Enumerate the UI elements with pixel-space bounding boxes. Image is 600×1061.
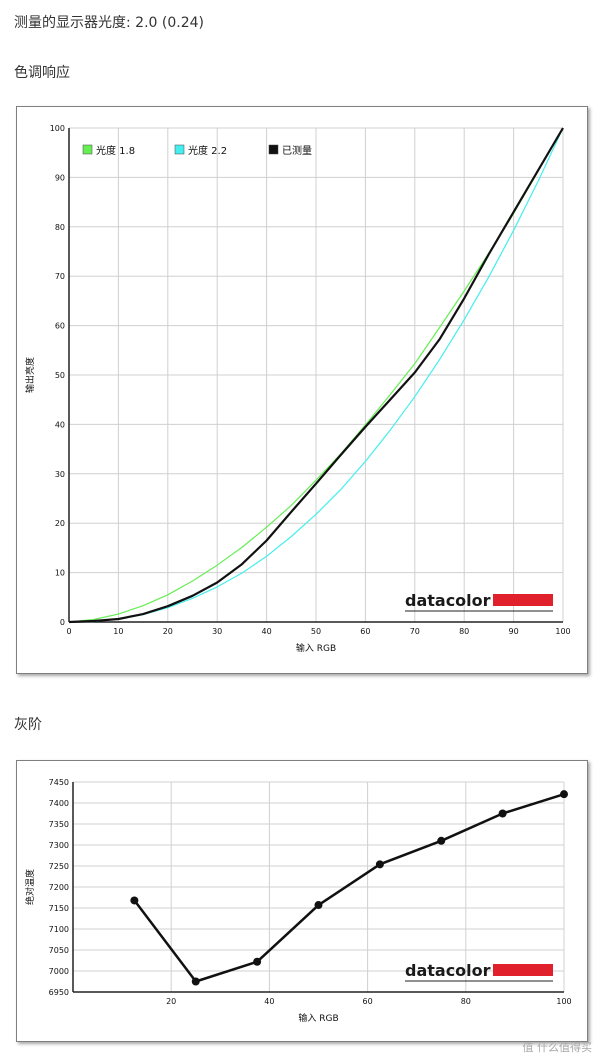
legend-label: 已测量 xyxy=(282,144,312,157)
x-tick-label: 50 xyxy=(311,627,321,636)
y-tick-label: 6950 xyxy=(49,988,69,997)
y-tick-label: 7250 xyxy=(49,862,69,871)
datacolor-logo-bar xyxy=(493,964,553,976)
data-point xyxy=(314,901,323,910)
y-tick-label: 20 xyxy=(55,519,65,528)
x-tick-label: 70 xyxy=(410,627,420,636)
y-tick-label: 7400 xyxy=(49,799,69,808)
datacolor-logo-bar xyxy=(493,594,553,606)
data-point xyxy=(375,860,384,869)
grayscale-panel: 20 40 60 80 100 6950 7000 7050 7100 7150 7200 7250 7… xyxy=(16,760,588,1042)
legend-label: 光度 2.2 xyxy=(188,144,227,157)
grayscale-chart: 20 40 60 80 100 6950 7000 7050 7100 7150 7200 7250 7… xyxy=(24,778,572,1024)
gamma-heading: 测量的显示器光度: 2.0 (0.24) xyxy=(14,15,204,31)
x-tick-label: 40 xyxy=(262,627,272,636)
data-point xyxy=(437,836,446,845)
y-tick-label: 7300 xyxy=(49,841,69,850)
x-tick-label: 10 xyxy=(113,627,123,636)
x-tick-label: 20 xyxy=(163,627,173,636)
legend-label: 光度 1.8 xyxy=(96,144,135,157)
y-tick-label: 7150 xyxy=(49,904,69,913)
y-tick-label: 30 xyxy=(55,470,65,479)
y-tick-label: 60 xyxy=(55,322,65,331)
y-tick-label: 7200 xyxy=(49,883,69,892)
datacolor-logo-text: datacolor xyxy=(405,961,491,980)
series-line xyxy=(68,127,564,623)
x-axis-title: 输入 RGB xyxy=(296,642,336,654)
grayscale-heading: 灰阶 xyxy=(14,717,42,733)
x-tick-label: 80 xyxy=(461,997,471,1006)
data-point xyxy=(560,790,568,799)
y-tick-label: 100 xyxy=(50,124,65,133)
y-tick-label: 80 xyxy=(55,223,65,232)
data-point xyxy=(498,809,507,818)
y-tick-label: 7000 xyxy=(49,967,69,976)
x-tick-label: 100 xyxy=(556,997,571,1006)
data-point xyxy=(130,896,139,905)
x-tick-label: 40 xyxy=(264,997,274,1006)
x-tick-label: 90 xyxy=(509,627,519,636)
datacolor-logo-text: datacolor xyxy=(405,591,491,610)
x-tick-label: 30 xyxy=(212,627,222,636)
y-tick-label: 7100 xyxy=(49,925,69,934)
x-axis-title: 输入 RGB xyxy=(298,1012,338,1024)
legend-swatch xyxy=(82,144,93,155)
series-line xyxy=(68,127,564,624)
x-tick-label: 0 xyxy=(66,627,71,636)
y-tick-label: 90 xyxy=(55,173,65,182)
y-tick-label: 70 xyxy=(55,272,65,281)
x-tick-label: 60 xyxy=(363,997,373,1006)
series-line xyxy=(133,793,565,983)
x-tick-label: 20 xyxy=(166,997,176,1006)
watermark: 值 什么值得买 xyxy=(522,1041,593,1054)
data-point xyxy=(191,977,200,986)
y-axis-title: 绝对温度 xyxy=(24,869,36,905)
y-axis-title: 输出亮度 xyxy=(24,357,36,393)
y-tick-label: 40 xyxy=(55,420,65,429)
y-tick-label: 7450 xyxy=(49,778,69,787)
x-tick-label: 60 xyxy=(360,627,370,636)
y-tick-label: 50 xyxy=(55,371,65,380)
x-tick-label: 100 xyxy=(555,627,570,636)
data-point xyxy=(253,957,262,966)
y-tick-label: 0 xyxy=(60,618,65,627)
y-tick-label: 7350 xyxy=(49,820,69,829)
tone-response-heading: 色调响应 xyxy=(14,65,70,81)
tone-response-panel: 0 10 20 30 40 50 60 70 80 90 100 0 10 20 30 40 50 60 70 80 9… xyxy=(16,106,588,674)
y-tick-label: 7050 xyxy=(49,946,69,955)
y-tick-label: 10 xyxy=(55,569,65,578)
tone-response-chart: 0 10 20 30 40 50 60 70 80 90 100 0 10 20 30 40 50 60 70 80 9… xyxy=(24,124,571,654)
x-tick-label: 80 xyxy=(459,627,469,636)
legend-swatch xyxy=(174,144,185,155)
legend-swatch xyxy=(268,144,279,155)
